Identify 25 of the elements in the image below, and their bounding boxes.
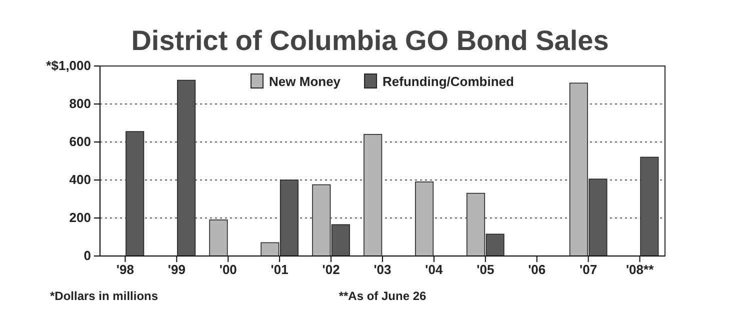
x-tick-label: '07 xyxy=(580,262,598,278)
bar xyxy=(364,134,382,256)
x-tick-label: '08** xyxy=(626,262,655,278)
x-tick-label: '02 xyxy=(322,262,340,278)
x-tick-label: '04 xyxy=(425,262,444,278)
text: *Dollars in millions xyxy=(50,289,158,303)
bar xyxy=(209,220,228,256)
y-tick-label: 800 xyxy=(69,96,91,112)
x-tick-label: '99 xyxy=(168,262,186,278)
y-tick-label: 200 xyxy=(69,210,91,226)
x-tick-label: '03 xyxy=(374,262,392,278)
y-tick-label: 400 xyxy=(69,172,91,188)
text: **As of June 26 xyxy=(338,289,426,303)
x-tick-label: '05 xyxy=(476,262,494,278)
legend-label: New Money xyxy=(269,74,342,89)
y-tick-label: 600 xyxy=(69,134,91,150)
x-tick-label: '01 xyxy=(270,262,288,278)
bar xyxy=(415,182,434,256)
x-tick-label: '00 xyxy=(219,262,237,278)
x-tick-label: '98 xyxy=(116,262,134,278)
x-tick-label: '06 xyxy=(528,262,546,278)
chart-title: District of Columbia GO Bond Sales xyxy=(131,25,609,56)
legend-label: Refunding/Combined xyxy=(382,74,514,89)
y-tick-label: 0 xyxy=(84,248,91,264)
y-tick-label: *$1,000 xyxy=(46,58,91,74)
